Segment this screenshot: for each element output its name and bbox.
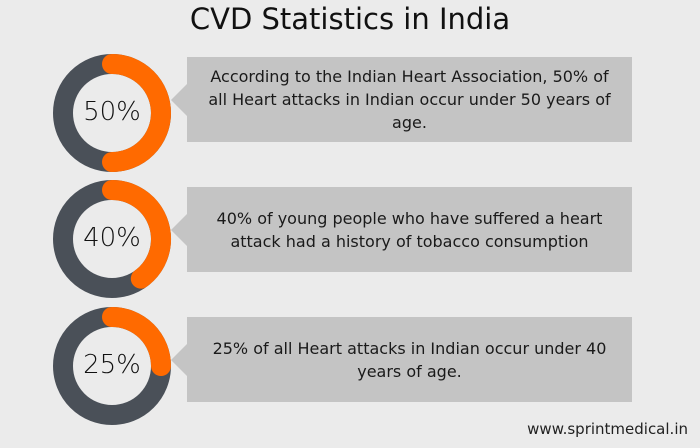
donut-value-arc [102, 307, 171, 376]
donut-chart-25 [53, 307, 171, 425]
stat-text: 40% of young people who have suffered a … [216, 208, 603, 251]
donut-chart-50 [53, 54, 171, 172]
percent-label: 25% [83, 350, 141, 380]
stat-callout: 25% of all Heart attacks in Indian occur… [171, 317, 632, 402]
donut-value-arc [102, 54, 171, 172]
website-footer: www.sprintmedical.in [527, 420, 688, 438]
page-title: CVD Statistics in India [189, 2, 511, 36]
stat-text: 25% of all Heart attacks in Indian occur… [212, 338, 607, 381]
donut-chart-40 [53, 180, 171, 298]
stat-text: According to the Indian Heart Associatio… [208, 67, 611, 132]
percent-label: 50% [83, 97, 141, 127]
stat-callout: 40% of young people who have suffered a … [171, 187, 632, 272]
percent-label: 40% [83, 223, 141, 253]
stat-callout: According to the Indian Heart Associatio… [171, 57, 632, 142]
donut-value-arc [102, 180, 171, 289]
